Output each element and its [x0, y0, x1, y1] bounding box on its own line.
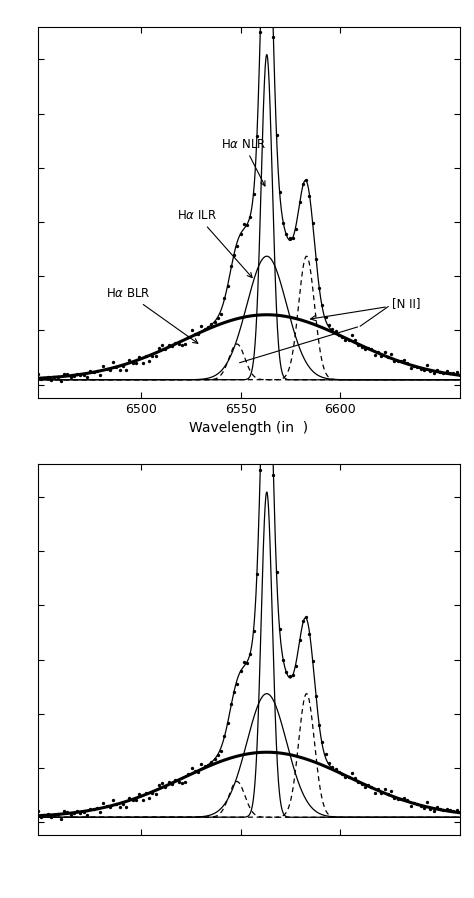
Text: [N II]: [N II]	[392, 297, 420, 310]
Text: H$\alpha$ NLR: H$\alpha$ NLR	[221, 137, 266, 186]
X-axis label: Wavelength (in  ): Wavelength (in )	[189, 421, 309, 436]
Text: H$\alpha$ ILR: H$\alpha$ ILR	[177, 209, 252, 277]
Text: H$\alpha$ BLR: H$\alpha$ BLR	[106, 287, 198, 343]
